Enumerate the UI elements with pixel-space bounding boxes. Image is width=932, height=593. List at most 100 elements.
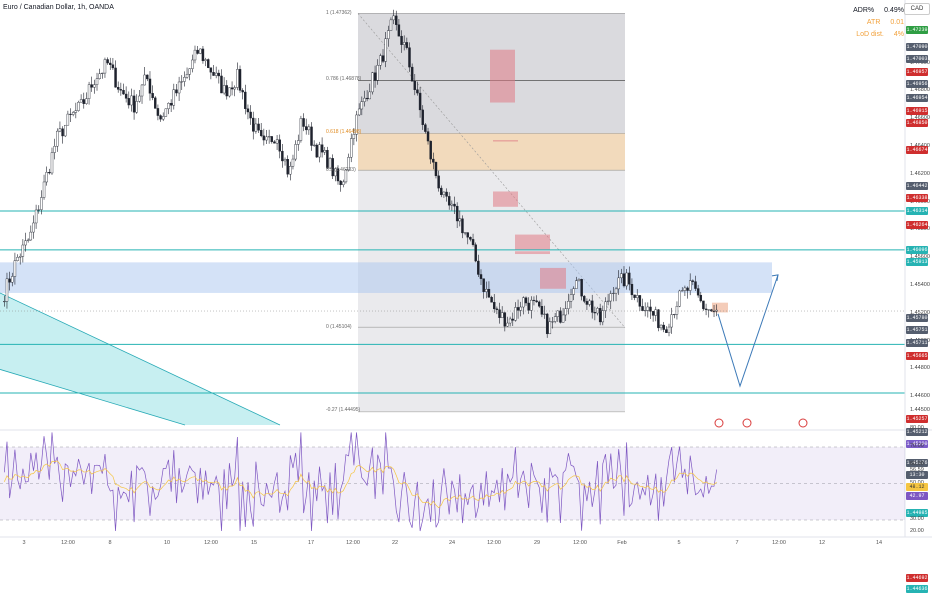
candle-body: [326, 150, 329, 169]
candle-body: [395, 15, 398, 25]
candle-body: [304, 126, 308, 131]
candle-body: [532, 299, 536, 301]
candle-body: [196, 49, 199, 54]
candle-body: [667, 326, 671, 333]
candle-body: [402, 42, 406, 45]
indicator-value: 0.01: [890, 19, 904, 26]
candle-body: [283, 159, 287, 162]
candle-body: [53, 145, 56, 153]
candle-body: [193, 49, 197, 61]
candle-body: [77, 102, 80, 111]
candle-body: [649, 306, 652, 312]
small-order-block: [712, 302, 728, 313]
candle-body: [702, 300, 705, 310]
candle-body: [641, 306, 644, 311]
time-tick: 12:00: [61, 540, 75, 546]
candle-body: [572, 288, 575, 295]
candle-body: [363, 97, 366, 102]
supply-box: [493, 140, 518, 142]
supply-box: [515, 251, 550, 255]
candle-body: [320, 144, 324, 153]
candle-body: [596, 308, 599, 314]
candle-body: [628, 272, 631, 285]
time-tick: 29: [533, 540, 541, 546]
candle-body: [5, 278, 9, 302]
candle-body: [524, 297, 528, 304]
event-marker: [714, 418, 724, 428]
candle-body: [289, 166, 292, 175]
price-tag: 1.45212: [906, 427, 928, 436]
candle-body: [437, 175, 440, 189]
time-tick: 5: [677, 540, 681, 546]
candle-body: [540, 306, 544, 315]
event-marker: [742, 418, 752, 428]
candle-body: [26, 239, 30, 241]
candle-body: [485, 288, 488, 292]
candle-body: [495, 308, 499, 310]
price-chart[interactable]: [0, 0, 932, 550]
price-tag: 1.45780: [906, 313, 928, 322]
candle-body: [686, 287, 689, 291]
candle-body: [132, 95, 136, 113]
candle-body: [87, 84, 91, 99]
candle-body: [114, 67, 117, 88]
candle-body: [265, 136, 268, 141]
fib-label: 0 (1.45104): [326, 323, 352, 330]
candle-body: [11, 276, 14, 283]
candle-body: [673, 314, 676, 316]
candle-body: [522, 297, 525, 308]
candle-body: [535, 300, 538, 303]
candle-body: [577, 279, 581, 281]
candle-body: [238, 69, 242, 91]
candle-body: [323, 150, 326, 153]
candle-body: [458, 218, 462, 222]
candle-body: [66, 113, 70, 126]
candle-body: [352, 134, 356, 139]
price-tag: 1.44636: [906, 585, 928, 593]
fib-label: 0.5 (1.46233): [326, 166, 356, 173]
candle-body: [715, 309, 718, 312]
price-tick: 1.45600: [910, 254, 930, 261]
time-tick: 12:00: [204, 540, 218, 546]
candle-body: [241, 90, 244, 93]
time-tick: 12:00: [346, 540, 360, 546]
candle-body: [328, 158, 332, 169]
candle-body: [614, 288, 618, 294]
candle-body: [447, 196, 451, 206]
candle-body: [177, 81, 181, 94]
time-tick: 8: [108, 540, 112, 546]
candle-body: [214, 72, 218, 76]
candle-body: [445, 191, 448, 197]
candle-body: [199, 48, 202, 54]
candle-body: [299, 118, 303, 141]
currency-button[interactable]: CAD: [904, 3, 930, 15]
candle-body: [233, 87, 236, 90]
candle-body: [662, 324, 665, 330]
price-tick: 1.45800: [910, 226, 930, 233]
candle-body: [95, 78, 99, 85]
candle-body: [56, 130, 59, 147]
candle-body: [74, 110, 78, 113]
candle-body: [297, 140, 300, 145]
fib-golden-zone: [358, 133, 625, 171]
candle-body: [545, 313, 549, 335]
candle-body: [503, 312, 507, 327]
candle-body: [185, 74, 189, 78]
candle-body: [681, 290, 684, 292]
candle-body: [307, 126, 311, 131]
candle-body: [442, 191, 446, 195]
candle-body: [376, 65, 379, 81]
candle-body: [342, 181, 345, 185]
candle-body: [553, 316, 557, 322]
price-tag: 1.44692: [906, 573, 928, 582]
candle-body: [622, 273, 626, 287]
candle-body: [230, 87, 234, 90]
candle-body: [180, 81, 183, 83]
candle-body: [98, 73, 101, 79]
candle-body: [654, 309, 657, 316]
time-tick: 7: [735, 540, 739, 546]
rsi-tick: 50.00: [910, 480, 924, 486]
candle-body: [453, 203, 456, 207]
candle-body: [310, 126, 313, 146]
candle-body: [207, 59, 210, 68]
